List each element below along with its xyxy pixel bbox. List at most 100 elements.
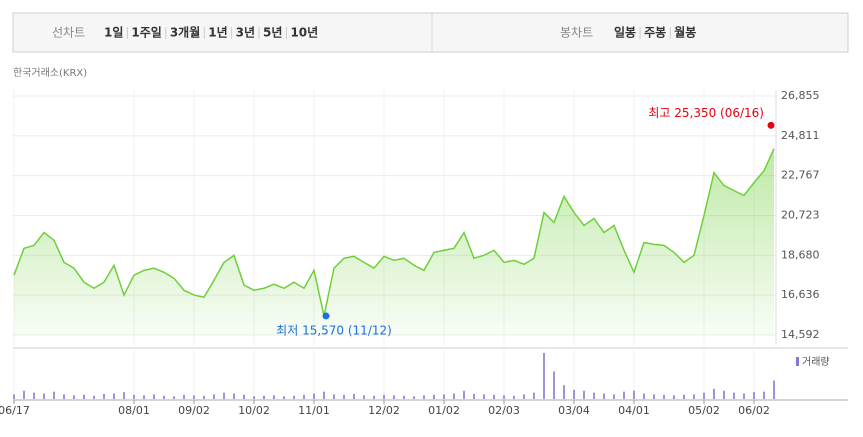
volume-bar bbox=[433, 394, 435, 399]
volume-bar bbox=[423, 395, 425, 399]
volume-bar bbox=[773, 380, 775, 399]
y-tick-label: 22,767 bbox=[781, 169, 820, 182]
volume-bar bbox=[73, 395, 75, 399]
volume-bar bbox=[473, 393, 475, 399]
volume-bar bbox=[633, 390, 635, 399]
volume-bar bbox=[203, 395, 205, 399]
volume-bar bbox=[83, 394, 85, 399]
volume-bar bbox=[533, 392, 535, 399]
period-tab[interactable]: 1년 bbox=[208, 26, 227, 40]
volume-bar bbox=[753, 392, 755, 399]
volume-bar bbox=[383, 394, 385, 399]
volume-bar bbox=[113, 393, 115, 399]
volume-bar bbox=[123, 392, 125, 399]
volume-bar bbox=[623, 391, 625, 399]
volume-bar bbox=[723, 390, 725, 399]
volume-bar bbox=[413, 396, 415, 399]
candle-tab[interactable]: 일봉 bbox=[614, 26, 636, 40]
x-tick-label: 02/03 bbox=[488, 404, 520, 417]
volume-bar bbox=[153, 394, 155, 399]
x-tick-label: 05/02 bbox=[688, 404, 720, 417]
volume-bar bbox=[683, 394, 685, 399]
y-tick-label: 18,680 bbox=[781, 248, 820, 261]
x-tick-label: 06/17 bbox=[0, 404, 30, 417]
volume-bar bbox=[53, 391, 55, 399]
volume-bar bbox=[213, 394, 215, 399]
period-tab[interactable]: 3년 bbox=[236, 26, 255, 40]
volume-bar bbox=[643, 393, 645, 399]
volume-bar bbox=[23, 390, 25, 399]
period-tab[interactable]: 5년 bbox=[263, 26, 282, 40]
x-tick-label: 04/01 bbox=[618, 404, 650, 417]
volume-bar bbox=[273, 395, 275, 399]
volume-bar bbox=[253, 396, 255, 399]
volume-bar bbox=[163, 395, 165, 399]
volume-bar bbox=[333, 394, 335, 399]
high-label: 최고 25,350 (06/16) bbox=[648, 106, 764, 120]
volume-bar bbox=[563, 385, 565, 399]
x-tick-label: 11/01 bbox=[298, 404, 330, 417]
y-tick-label: 20,723 bbox=[781, 209, 820, 222]
volume-bar bbox=[443, 394, 445, 399]
volume-bar bbox=[323, 391, 325, 399]
volume-bar bbox=[393, 395, 395, 399]
volume-bar bbox=[183, 394, 185, 399]
volume-bar bbox=[193, 395, 195, 399]
candle-tab[interactable]: 주봉 bbox=[644, 26, 666, 40]
volume-bar bbox=[543, 353, 545, 399]
volume-bar bbox=[603, 393, 605, 399]
candle-tab[interactable]: 월봉 bbox=[674, 25, 696, 40]
price-line bbox=[13, 148, 775, 317]
period-tab[interactable]: 3개월 bbox=[170, 25, 200, 40]
x-tick-label: 09/02 bbox=[178, 404, 210, 417]
volume-bar bbox=[733, 392, 735, 399]
volume-bar bbox=[303, 394, 305, 399]
tab-label: 선차트 bbox=[52, 26, 85, 40]
volume-bar bbox=[653, 394, 655, 399]
volume-bar bbox=[703, 392, 705, 399]
volume-bar bbox=[363, 395, 365, 399]
x-tick-label: 08/01 bbox=[118, 404, 150, 417]
volume-bar bbox=[223, 392, 225, 399]
legend-label: 거래량 bbox=[802, 356, 830, 368]
volume-bar bbox=[173, 396, 175, 399]
volume-bar bbox=[283, 396, 285, 399]
source: 한국거래소(KRX) bbox=[13, 67, 87, 79]
volume-bar bbox=[13, 394, 15, 399]
volume-bar bbox=[453, 393, 455, 399]
volume-bar bbox=[373, 395, 375, 399]
x-tick-label: 12/02 bbox=[368, 404, 400, 417]
x-tick-label: 10/02 bbox=[238, 404, 270, 417]
volume-bar bbox=[463, 390, 465, 399]
volume-bar bbox=[243, 394, 245, 399]
x-tick-label: 06/02 bbox=[738, 404, 770, 417]
volume-bar bbox=[573, 389, 575, 399]
volume-bar bbox=[743, 393, 745, 399]
volume-bar bbox=[503, 395, 505, 399]
volume-bar bbox=[403, 395, 405, 399]
high-marker bbox=[767, 121, 775, 129]
volume-bar bbox=[693, 394, 695, 399]
volume-bar bbox=[663, 394, 665, 399]
period-tab[interactable]: 1일 bbox=[104, 26, 123, 40]
period-tab[interactable]: 1주일 bbox=[131, 26, 161, 40]
volume-bar bbox=[553, 371, 555, 399]
volume-bar bbox=[523, 394, 525, 399]
y-tick-label: 16,636 bbox=[781, 288, 820, 301]
period-tab[interactable]: 10년 bbox=[290, 26, 318, 40]
volume-bar bbox=[673, 395, 675, 399]
volume-bar bbox=[143, 395, 145, 399]
x-tick-label: 01/02 bbox=[428, 404, 460, 417]
volume-bar bbox=[583, 390, 585, 399]
tab-bar bbox=[12, 12, 849, 53]
volume-bar bbox=[313, 393, 315, 399]
volume-bar bbox=[483, 394, 485, 399]
volume-bar bbox=[63, 394, 65, 399]
volume-bar bbox=[593, 392, 595, 399]
area bbox=[14, 148, 774, 335]
volume-bar bbox=[93, 395, 95, 399]
volume-bar bbox=[353, 393, 355, 399]
low-marker bbox=[322, 312, 330, 320]
